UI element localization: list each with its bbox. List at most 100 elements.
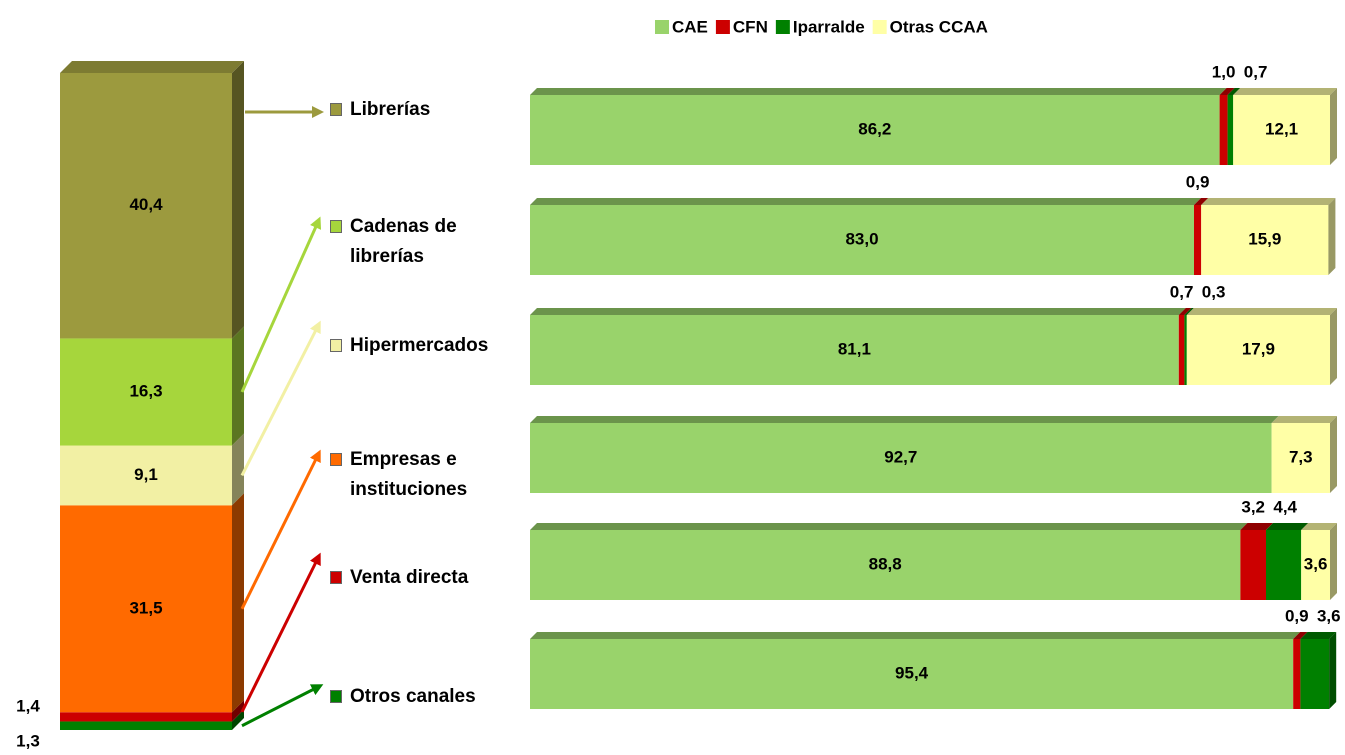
legend-swatch	[715, 20, 730, 34]
bar-top	[1293, 632, 1308, 639]
bar-segment	[1201, 205, 1329, 275]
bar-top	[1201, 198, 1336, 205]
category-label: Cadenas de librerías	[330, 212, 500, 272]
value-label: 1,4	[16, 696, 40, 715]
category-label: Venta directa	[330, 563, 468, 593]
bar-top	[530, 416, 1279, 423]
bar-segment	[1194, 205, 1202, 275]
bar-end	[1328, 198, 1336, 275]
bar-top	[1194, 198, 1209, 205]
bar-end	[1330, 523, 1337, 600]
arrow	[240, 552, 321, 713]
column-segment	[60, 338, 232, 446]
bar-end	[1330, 308, 1337, 385]
category-label-box: Otros canales	[330, 662, 500, 732]
column-segment	[60, 73, 232, 339]
value-label: 83,0	[845, 229, 878, 248]
legend-label: Iparralde	[793, 17, 865, 36]
bar-segment	[1186, 315, 1330, 385]
value-label: 81,1	[838, 339, 871, 358]
value-label: 1,0	[1212, 62, 1236, 81]
value-label: 4,4	[1273, 497, 1297, 516]
bar-segment	[1300, 639, 1330, 709]
bar-segment	[530, 530, 1241, 600]
value-label: 12,1	[1265, 119, 1298, 138]
category-label-box: Hipermercados	[330, 311, 500, 381]
bar-top	[530, 198, 1201, 205]
column-segment	[60, 445, 232, 506]
column-side	[232, 61, 244, 339]
bar-top	[1227, 88, 1241, 95]
value-label: 92,7	[884, 447, 917, 466]
bar-top	[530, 632, 1301, 639]
bar-segment	[1240, 530, 1266, 600]
bar-top	[1266, 523, 1309, 530]
value-label: 86,2	[858, 119, 891, 138]
column-side	[232, 700, 244, 722]
column-side	[232, 493, 244, 713]
bar-segment	[530, 95, 1220, 165]
bar-top	[530, 308, 1186, 315]
bar-segment	[1266, 530, 1302, 600]
value-label: 0,7	[1170, 282, 1194, 301]
legend-label: Otras CCAA	[890, 17, 988, 36]
bar-segment	[1219, 95, 1228, 165]
arrow	[241, 684, 324, 728]
value-label: 31,5	[129, 598, 162, 617]
value-label: 9,1	[134, 465, 158, 484]
value-label: 0,9	[1285, 606, 1309, 625]
bar-end	[1330, 88, 1337, 165]
value-label: 7,3	[1289, 447, 1313, 466]
bar-segment	[1233, 95, 1330, 165]
bar-top	[1240, 523, 1273, 530]
bar-end	[1329, 632, 1337, 709]
bar-segment	[530, 423, 1272, 493]
category-label-box: Cadenas de librerías	[330, 207, 500, 277]
legend-swatch	[872, 20, 887, 34]
value-label: 17,9	[1242, 339, 1275, 358]
bar-segment	[530, 205, 1194, 275]
column-side	[232, 709, 244, 730]
bar-segment	[1271, 423, 1330, 493]
bar-top	[1186, 308, 1337, 315]
column-side	[232, 433, 244, 506]
value-label: 16,3	[129, 381, 162, 400]
arrow	[240, 216, 322, 393]
bar-segment	[1184, 315, 1187, 385]
category-label-box: Librerías	[330, 75, 500, 145]
legend-swatch	[775, 20, 790, 34]
legend-label: CAE	[672, 17, 708, 36]
bar-top	[530, 88, 1227, 95]
category-label: Empresas e instituciones	[330, 445, 500, 505]
bar-top	[1271, 416, 1337, 423]
column-segment	[60, 712, 232, 722]
bar-segment	[530, 315, 1179, 385]
bar-segment	[1301, 530, 1330, 600]
bar-top	[1178, 308, 1192, 315]
value-label: 3,6	[1317, 606, 1341, 625]
value-label: 1,3	[16, 731, 40, 750]
legend-swatch	[655, 20, 669, 34]
value-label: 0,9	[1186, 172, 1210, 191]
bar-top	[1301, 523, 1337, 530]
value-label: 88,8	[869, 554, 902, 573]
category-label-box: Venta directa	[330, 543, 500, 613]
column-side	[232, 326, 244, 446]
bar-top	[1300, 632, 1337, 639]
legend-label: CFN	[733, 17, 768, 36]
value-label: 3,6	[1304, 554, 1328, 573]
category-label: Otros canales	[330, 682, 476, 712]
category-label: Hipermercados	[330, 331, 488, 361]
column-top	[60, 61, 244, 73]
category-label-box: Empresas e instituciones	[330, 440, 500, 510]
bar-top	[530, 523, 1248, 530]
bar-segment	[1293, 639, 1301, 709]
bar-end	[1330, 416, 1337, 493]
arrow	[240, 449, 321, 610]
bar-segment	[1227, 95, 1234, 165]
value-label: 15,9	[1248, 229, 1281, 248]
column-segment	[60, 505, 232, 713]
value-label: 95,4	[895, 663, 929, 682]
